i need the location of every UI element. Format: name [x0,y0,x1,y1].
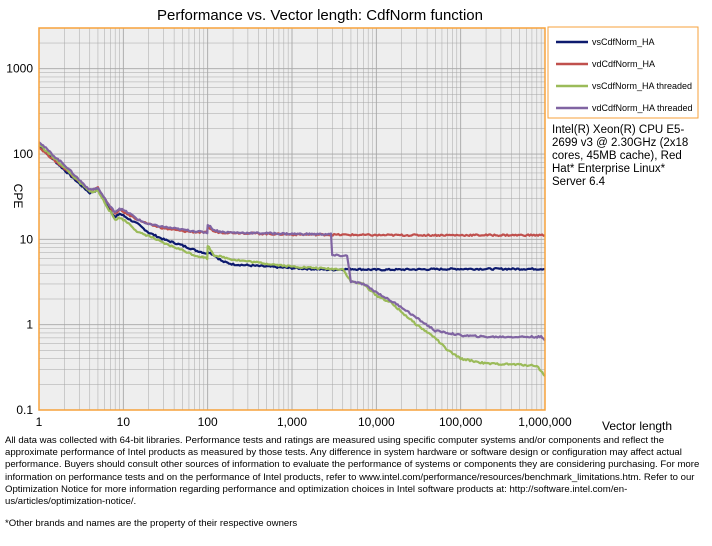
legend-entry: vsCdfNorm_HA [592,37,655,47]
x-tick-label: 10,000 [358,415,395,429]
chart-title: Performance vs. Vector length: CdfNorm f… [157,7,483,24]
disclaimer-text: All data was collected with 64-bit libra… [5,435,700,508]
x-tick-label: 100,000 [439,415,483,429]
x-tick-label: 1 [36,415,43,429]
series-lines [38,141,546,377]
legend: vsCdfNorm_HA vdCdfNorm_HA vsCdfNorm_HA thr… [547,26,699,119]
x-tick-label: 1,000 [277,415,307,429]
y-tick-label: 1000 [6,62,33,76]
x-tick-label: 100 [198,415,218,429]
system-info: Intel(R) Xeon(R) CPU E5-2699 v3 @ 2.30GH… [552,124,689,188]
y-tick-label: 0.1 [16,403,33,417]
legend-entry: vdCdfNorm_HA [592,59,655,69]
series-line-vscdfnorm-ha-threaded [38,143,546,377]
plot-border [38,27,546,411]
legend-entry: vdCdfNorm_HA threaded [592,103,693,113]
footnote: *Other brands and names are the property… [5,518,298,529]
x-axis-ticks: 1 10 100 1,000 10,000 100,000 1,000,000 [36,415,572,429]
y-tick-label: 1 [26,318,33,332]
x-axis-label: Vector length [602,419,672,433]
y-tick-label: 10 [20,232,34,246]
y-axis-label: CPE [11,184,25,209]
series-line-vdcdfnorm-ha-threaded [38,141,546,342]
legend-entry: vsCdfNorm_HA threaded [592,81,692,91]
x-tick-label: 10 [117,415,131,429]
y-tick-label: 100 [13,147,33,161]
chart: Performance vs. Vector length: CdfNorm f… [6,7,699,433]
x-tick-label: 1,000,000 [518,415,572,429]
y-axis-ticks: 0.1 1 10 100 1000 [6,62,33,417]
